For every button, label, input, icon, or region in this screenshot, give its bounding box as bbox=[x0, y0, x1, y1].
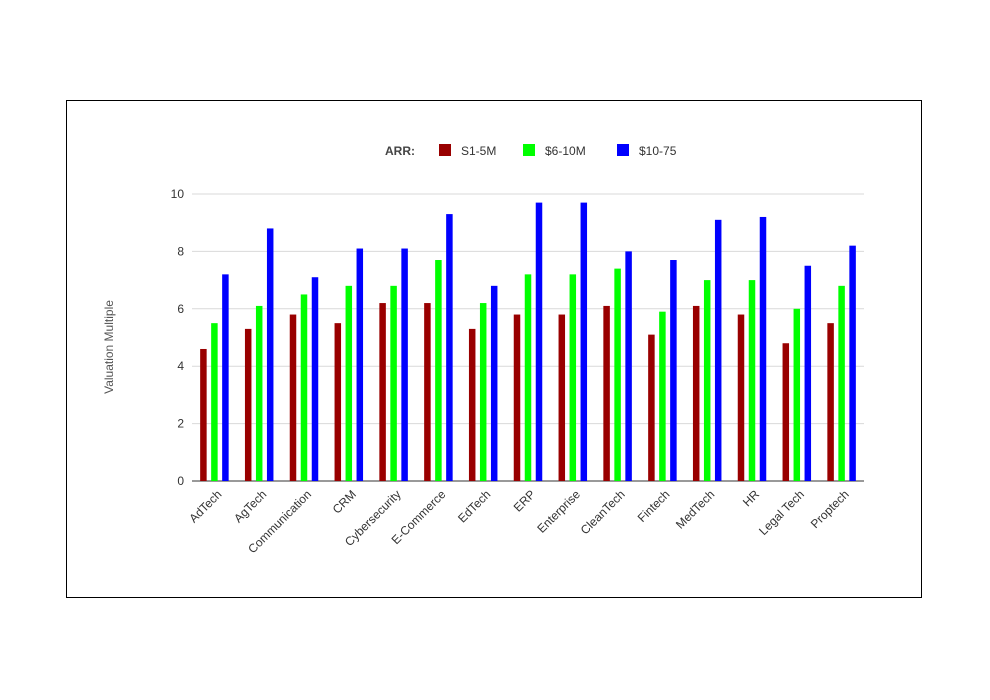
legend-label: $6-10M bbox=[545, 144, 586, 158]
bar bbox=[569, 274, 577, 481]
y-axis-label: Valuation Multiple bbox=[102, 300, 116, 394]
chart-frame: 0 2 4 6 8 10 AdTech AgTech Communication CRM Cybe… bbox=[66, 100, 922, 598]
bar bbox=[479, 303, 487, 481]
bar bbox=[490, 285, 498, 481]
bar bbox=[289, 314, 297, 481]
legend: ARR: S1-5M $6-10M $10-75 bbox=[385, 144, 677, 158]
y-tick-label: 10 bbox=[171, 187, 185, 201]
y-tick-label: 8 bbox=[177, 244, 184, 258]
bar bbox=[356, 248, 364, 481]
bar bbox=[692, 305, 700, 481]
bar bbox=[737, 314, 745, 481]
bar bbox=[200, 348, 207, 481]
bar bbox=[211, 323, 218, 481]
bar bbox=[849, 245, 856, 481]
bar bbox=[838, 285, 845, 481]
y-tick-label: 4 bbox=[177, 359, 184, 373]
legend-label: S1-5M bbox=[461, 144, 496, 158]
x-tick-label: MedTech bbox=[673, 487, 717, 531]
bar bbox=[266, 228, 274, 481]
bar bbox=[580, 202, 588, 482]
bar bbox=[659, 311, 666, 481]
bar bbox=[222, 274, 229, 481]
bar bbox=[468, 328, 476, 481]
x-tick-label: EdTech bbox=[455, 487, 493, 525]
bar bbox=[524, 274, 532, 481]
bar bbox=[311, 277, 319, 481]
x-tick-label: Proptech bbox=[808, 487, 852, 531]
x-tick-label: Legal Tech bbox=[756, 487, 807, 538]
bar bbox=[703, 280, 711, 481]
bars bbox=[200, 202, 856, 482]
legend-swatch bbox=[617, 144, 629, 156]
legend-swatch bbox=[439, 144, 451, 156]
bar bbox=[670, 260, 677, 481]
legend-label: $10-75 bbox=[639, 144, 677, 158]
bar bbox=[614, 268, 621, 481]
x-tick-label: HR bbox=[740, 487, 762, 509]
legend-title: ARR: bbox=[385, 144, 415, 158]
x-tick-label: CRM bbox=[330, 487, 359, 516]
bar bbox=[714, 219, 722, 481]
bar bbox=[759, 216, 767, 481]
bar bbox=[424, 303, 431, 481]
bar bbox=[625, 251, 632, 481]
bar bbox=[390, 285, 397, 481]
bar bbox=[244, 328, 252, 481]
bar bbox=[446, 214, 453, 481]
bar bbox=[255, 305, 263, 481]
bar bbox=[300, 294, 308, 481]
y-tick-label: 0 bbox=[177, 474, 184, 488]
bar bbox=[603, 305, 610, 481]
bar bbox=[793, 308, 801, 481]
x-tick-label: ERP bbox=[511, 487, 538, 514]
bar bbox=[401, 248, 408, 481]
bar bbox=[535, 202, 543, 482]
y-tick-label: 6 bbox=[177, 302, 184, 316]
x-tick-label: Enterprise bbox=[534, 487, 583, 536]
x-tick-label: AdTech bbox=[186, 487, 224, 525]
bar bbox=[558, 314, 566, 481]
bar bbox=[804, 265, 812, 481]
bar bbox=[379, 303, 386, 481]
bar bbox=[748, 280, 756, 481]
y-tick-label: 2 bbox=[177, 417, 184, 431]
bar bbox=[782, 343, 790, 481]
legend-swatch bbox=[523, 144, 535, 156]
x-tick-label: CleanTech bbox=[578, 487, 628, 537]
bar bbox=[345, 285, 353, 481]
bar bbox=[435, 260, 442, 481]
bar bbox=[648, 334, 655, 481]
y-tick-labels: 0 2 4 6 8 10 bbox=[171, 187, 185, 488]
x-tick-label: Fintech bbox=[635, 487, 673, 525]
bar bbox=[513, 314, 521, 481]
x-tick-label: AgTech bbox=[231, 487, 269, 525]
bar bbox=[334, 323, 342, 481]
bar bbox=[827, 323, 834, 481]
